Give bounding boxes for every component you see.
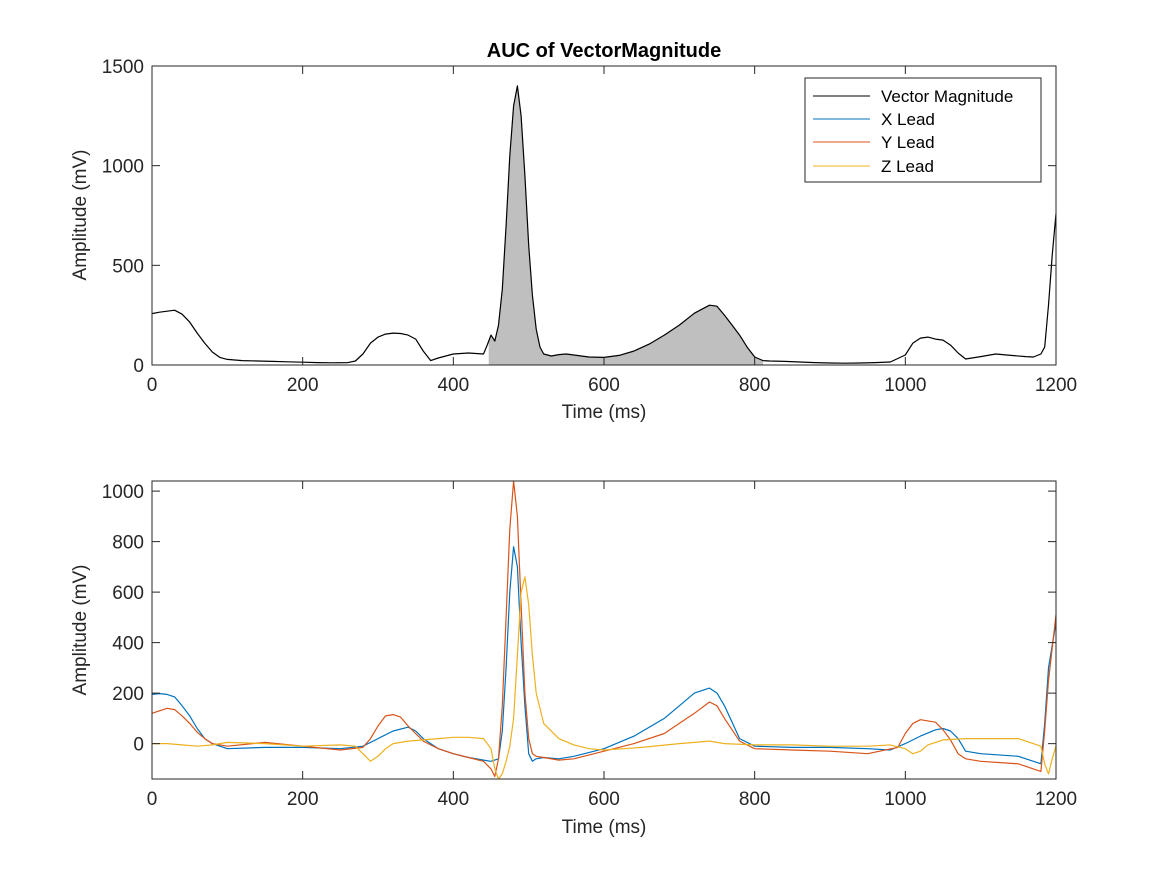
top-y-tick-label: 500 bbox=[112, 256, 144, 277]
bottom-y-tick-label: 1000 bbox=[102, 482, 144, 503]
bottom-tick-layer: 0 200 400 600 800 1000 1200 0 200 400 600 800 1000 bbox=[102, 481, 1077, 810]
top-x-tick-label: 600 bbox=[588, 375, 620, 396]
legend-label-vector-magnitude: Vector Magnitude bbox=[881, 87, 1013, 106]
bottom-x-tick-label: 600 bbox=[588, 789, 620, 810]
top-y-tick-label: 1500 bbox=[102, 57, 144, 78]
bottom-y-tick-label: 0 bbox=[133, 735, 144, 756]
bottom-x-tick-label: 200 bbox=[287, 789, 319, 810]
legend-label-y-lead: Y Lead bbox=[881, 133, 935, 152]
bottom-y-tick-label: 400 bbox=[112, 634, 144, 655]
auc-shaded-area bbox=[488, 85, 763, 366]
legend-box bbox=[804, 77, 1042, 183]
top-x-tick-label: 400 bbox=[437, 375, 469, 396]
top-axes: 0 200 400 600 800 1000 1200 0 500 1000 1500 AUC of… bbox=[70, 40, 1077, 423]
bottom-x-tick-label: 1000 bbox=[884, 789, 926, 810]
bottom-series-line-y-lead bbox=[151, 480, 1057, 778]
bottom-x-axis-label: Time (ms) bbox=[562, 817, 647, 838]
bottom-x-tick-label: 400 bbox=[437, 789, 469, 810]
top-x-tick-label: 1200 bbox=[1035, 375, 1077, 396]
bottom-series-layer bbox=[151, 480, 1057, 780]
bottom-x-tick-label: 0 bbox=[147, 789, 158, 810]
bottom-y-axis-label: Amplitude (mV) bbox=[70, 565, 91, 696]
top-x-tick-label: 800 bbox=[739, 375, 771, 396]
bottom-x-tick-label: 1200 bbox=[1035, 789, 1077, 810]
legend-label-z-lead: Z Lead bbox=[881, 157, 934, 176]
auc-shaded-area-layer bbox=[488, 85, 763, 366]
top-chart-title: AUC of VectorMagnitude bbox=[487, 40, 721, 62]
top-series-line-vector-magnitude bbox=[151, 85, 1057, 364]
bottom-x-tick-label: 800 bbox=[739, 789, 771, 810]
top-y-tick-label: 0 bbox=[133, 356, 144, 377]
bottom-y-tick-label: 600 bbox=[112, 583, 144, 604]
bottom-y-tick-label: 200 bbox=[112, 684, 144, 705]
top-series-layer bbox=[151, 85, 1057, 364]
top-x-tick-label: 200 bbox=[287, 375, 319, 396]
top-y-tick-label: 1000 bbox=[102, 157, 144, 178]
bottom-series-line-x-lead bbox=[151, 546, 1057, 765]
top-y-axis-label: Amplitude (mV) bbox=[70, 150, 91, 281]
top-x-axis-label: Time (ms) bbox=[562, 402, 647, 423]
bottom-axes: 0 200 400 600 800 1000 1200 0 200 400 600 800 1000 T… bbox=[70, 480, 1077, 838]
top-x-tick-label: 1000 bbox=[884, 375, 926, 396]
bottom-series-line-z-lead bbox=[152, 576, 1057, 780]
top-x-tick-label: 0 bbox=[147, 375, 158, 396]
top-tick-layer: 0 200 400 600 800 1000 1200 0 500 1000 1500 bbox=[102, 57, 1077, 396]
legend-label-x-lead: X Lead bbox=[881, 110, 935, 129]
bottom-plot-area bbox=[152, 481, 1056, 779]
bottom-y-tick-label: 800 bbox=[112, 533, 144, 554]
legend: Vector Magnitude X Lead Y Lead Z Lead bbox=[804, 77, 1042, 183]
